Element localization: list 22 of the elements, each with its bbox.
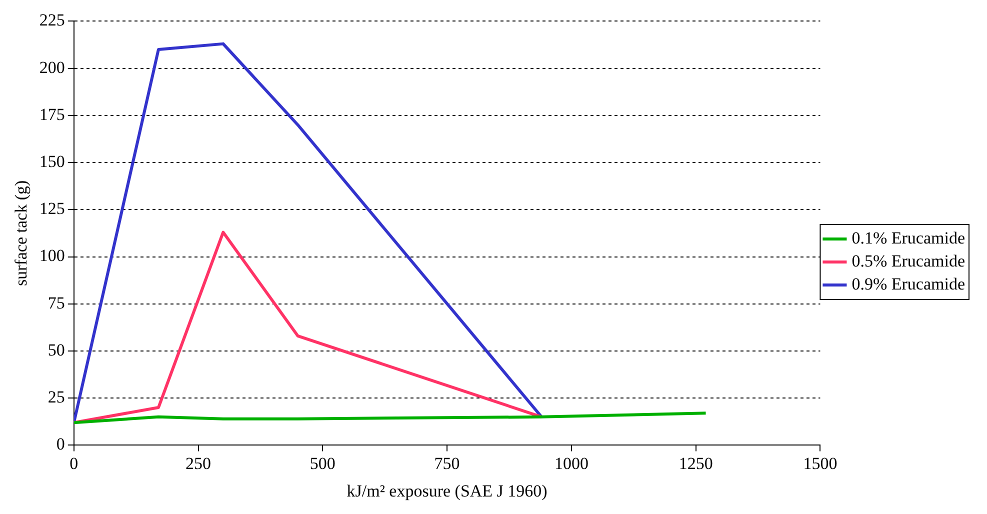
x-tick-label: 1000	[554, 454, 588, 473]
y-tick-label: 175	[39, 104, 65, 124]
y-tick-label: 0	[56, 434, 65, 454]
legend-label: 0.9% Erucamide	[852, 274, 966, 294]
y-tick-label: 225	[39, 10, 65, 30]
y-tick-label: 125	[39, 199, 65, 218]
legend-label: 0.5% Erucamide	[852, 251, 966, 270]
x-tick-label: 250	[186, 454, 212, 473]
legend-label: 0.1% Erucamide	[852, 228, 966, 248]
y-tick-label: 50	[48, 340, 65, 360]
y-axis-title: surface tack (g)	[12, 180, 31, 286]
y-tick-label: 75	[48, 293, 65, 312]
y-tick-label: 150	[39, 152, 65, 171]
y-tick-label: 100	[39, 246, 65, 266]
x-tick-label: 500	[310, 454, 336, 473]
x-tick-label: 0	[70, 454, 78, 473]
y-tick-label: 200	[39, 58, 65, 77]
y-tick-label: 25	[48, 388, 65, 407]
x-tick-label: 1250	[678, 454, 713, 473]
x-axis-title: kJ/m² exposure (SAE J 1960)	[346, 481, 548, 500]
x-tick-label: 750	[434, 454, 460, 473]
x-tick-label: 1500	[803, 454, 838, 473]
